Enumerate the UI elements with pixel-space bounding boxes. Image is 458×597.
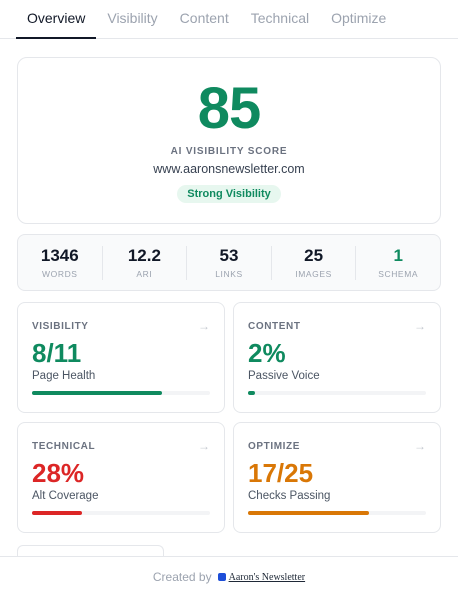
metric-card-technical[interactable]: TECHNICAL → 28% Alt Coverage xyxy=(17,422,225,533)
created-by-text: Created by xyxy=(152,570,212,584)
tab-overview[interactable]: Overview xyxy=(16,0,97,39)
metric-title: OPTIMIZE xyxy=(248,440,301,452)
progress-fill xyxy=(32,511,82,515)
arrow-right-icon: → xyxy=(414,439,426,453)
progress-track xyxy=(248,391,426,395)
stat-ari: 12.2 ARI xyxy=(103,245,188,280)
stat-schema: 1 SCHEMA xyxy=(356,246,440,280)
progress-fill xyxy=(248,391,256,395)
tab-technical[interactable]: Technical xyxy=(250,10,310,26)
metric-title: CONTENT xyxy=(248,320,301,332)
tab-optimize[interactable]: Optimize xyxy=(331,10,387,26)
stat-value: 12.2 xyxy=(127,245,161,265)
metric-subtitle: Page Health xyxy=(32,370,96,382)
arrow-right-icon: → xyxy=(198,439,210,453)
metric-subtitle: Passive Voice xyxy=(248,370,320,382)
stats-strip: 1346 WORDS 12.2 ARI 53 LINKS 25 IMAGES 1… xyxy=(17,234,441,291)
stat-label: SCHEMA xyxy=(378,268,419,279)
metric-subtitle: Alt Coverage xyxy=(32,490,99,502)
score-value: 85 xyxy=(197,76,262,141)
stat-words: 1346 WORDS xyxy=(18,245,103,280)
progress-track xyxy=(32,391,210,395)
brand-logo-icon xyxy=(217,573,226,581)
brand-name: Aaron's Newsletter xyxy=(228,571,306,583)
metric-subtitle: Checks Passing xyxy=(248,490,331,502)
stat-value: 1 xyxy=(393,245,403,265)
progress-fill xyxy=(32,391,162,395)
stat-label: IMAGES xyxy=(295,268,332,279)
metric-title: TECHNICAL xyxy=(32,440,96,452)
tab-bar: Overview Visibility Content Technical Op… xyxy=(0,0,458,39)
stat-label: LINKS xyxy=(215,268,243,279)
status-badge: Strong Visibility xyxy=(177,185,281,203)
stat-images: 25 IMAGES xyxy=(272,245,357,280)
progress-track xyxy=(248,511,426,515)
metric-card-content[interactable]: CONTENT → 2% Passive Voice xyxy=(233,302,441,413)
brand-link[interactable]: Aaron's Newsletter xyxy=(217,571,306,583)
stat-value: 53 xyxy=(219,245,239,265)
score-domain: www.aaronsnewsletter.com xyxy=(153,162,305,176)
footer: Created by Aaron's Newsletter xyxy=(0,556,458,597)
stat-value: 1346 xyxy=(40,245,79,265)
tab-content[interactable]: Content xyxy=(179,10,229,26)
stat-value: 25 xyxy=(304,245,324,265)
arrow-right-icon: → xyxy=(414,319,426,333)
score-card: 85 AI VISIBILITY SCORE www.aaronsnewslet… xyxy=(17,57,441,224)
tab-visibility[interactable]: Visibility xyxy=(107,10,158,26)
metric-card-optimize[interactable]: OPTIMIZE → 17/25 Checks Passing xyxy=(233,422,441,533)
stat-links: 53 LINKS xyxy=(187,245,272,280)
metric-card-visibility[interactable]: VISIBILITY → 8/11 Page Health xyxy=(17,302,225,413)
progress-track xyxy=(32,511,210,515)
stat-label: ARI xyxy=(136,268,153,279)
score-label: AI VISIBILITY SCORE xyxy=(170,146,288,157)
metric-value: 2% xyxy=(248,338,286,368)
stat-label: WORDS xyxy=(42,268,78,279)
arrow-right-icon: → xyxy=(198,319,210,333)
metric-value: 17/25 xyxy=(248,458,314,488)
metric-title: VISIBILITY xyxy=(32,320,89,332)
metric-value: 8/11 xyxy=(32,338,82,368)
progress-fill xyxy=(248,511,370,515)
metric-value: 28% xyxy=(32,458,85,488)
